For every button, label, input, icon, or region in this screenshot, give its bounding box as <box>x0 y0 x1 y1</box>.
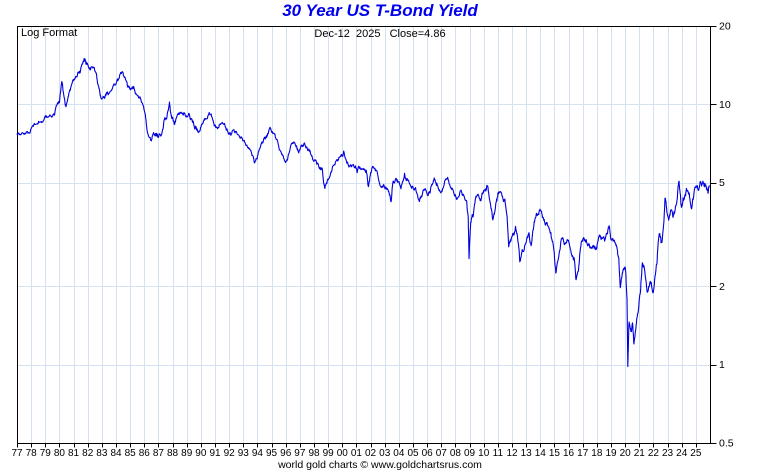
x-axis-tick-label: 16 <box>563 448 575 459</box>
x-axis-tick-label: 15 <box>549 448 561 459</box>
x-axis-tick-label: 83 <box>96 448 108 459</box>
x-axis-tick-label: 04 <box>393 448 405 459</box>
x-axis-tick-label: 01 <box>351 448 363 459</box>
x-axis-tick-label: 20 <box>620 448 632 459</box>
x-axis-tick-label: 99 <box>323 448 335 459</box>
y-axis-tick-label: 10 <box>719 99 731 111</box>
x-axis-tick-label: 80 <box>54 448 66 459</box>
x-axis-tick-label: 79 <box>40 448 52 459</box>
x-axis-tick-label: 84 <box>110 448 122 459</box>
y-axis-tick-label: 5 <box>719 177 725 189</box>
x-axis-tick-label: 23 <box>662 448 674 459</box>
yield-line <box>16 57 710 368</box>
last-close-label: Dec-12 2025 Close=4.86 <box>314 28 446 40</box>
x-axis-tick-label: 00 <box>337 448 349 459</box>
x-axis-tick-label: 07 <box>436 448 448 459</box>
x-axis-tick-label: 14 <box>535 448 547 459</box>
x-axis-tick-label: 86 <box>139 448 151 459</box>
x-axis-tick-label: 12 <box>506 448 518 459</box>
x-axis-tick-label: 13 <box>521 448 533 459</box>
x-axis-tick-label: 06 <box>422 448 434 459</box>
x-axis-tick-label: 02 <box>365 448 377 459</box>
x-axis-tick-label: 08 <box>450 448 462 459</box>
x-axis-tick-label: 87 <box>153 448 165 459</box>
x-axis-tick-label: 78 <box>26 448 38 459</box>
x-axis-tick-label: 98 <box>308 448 320 459</box>
x-axis-tick-label: 93 <box>238 448 250 459</box>
x-axis-tick-label: 17 <box>577 448 589 459</box>
x-axis-tick-label: 92 <box>224 448 236 459</box>
y-axis-tick-label: 2 <box>719 281 725 293</box>
x-axis-tick-label: 95 <box>266 448 278 459</box>
x-axis-tick-label: 18 <box>591 448 603 459</box>
scale-format-label: Log Format <box>21 27 78 39</box>
x-axis-tick-label: 96 <box>280 448 292 459</box>
x-axis-tick-label: 81 <box>68 448 80 459</box>
footer-credit: world gold charts © www.goldchartsrus.co… <box>278 459 482 471</box>
plot-border <box>17 26 711 444</box>
y-axis-tick-label: 1 <box>719 359 725 371</box>
x-axis-tick-label: 21 <box>634 448 646 459</box>
x-axis-tick-label: 90 <box>195 448 207 459</box>
x-axis-tick-label: 09 <box>464 448 476 459</box>
x-axis-tick-label: 24 <box>676 448 688 459</box>
x-axis-tick-label: 25 <box>690 448 702 459</box>
x-axis-tick-label: 22 <box>648 448 660 459</box>
x-axis-tick-label: 77 <box>11 448 23 459</box>
x-axis-tick-label: 19 <box>605 448 617 459</box>
y-axis-tick-label: 0.5 <box>719 438 734 450</box>
x-axis-tick-label: 89 <box>181 448 193 459</box>
chart-title: 30 Year US T-Bond Yield <box>282 1 478 20</box>
x-axis-tick-label: 03 <box>379 448 391 459</box>
x-axis-tick-label: 94 <box>252 448 264 459</box>
x-axis-tick-label: 85 <box>125 448 137 459</box>
x-axis-tick-label: 11 <box>493 448 504 459</box>
x-axis-tick-label: 91 <box>209 448 221 459</box>
x-axis-tick-label: 82 <box>82 448 94 459</box>
x-axis-tick-label: 97 <box>294 448 306 459</box>
y-axis-tick-label: 20 <box>719 21 731 33</box>
x-axis-tick-label: 88 <box>167 448 179 459</box>
x-axis-tick-label: 10 <box>478 448 490 459</box>
x-axis-tick-label: 05 <box>407 448 419 459</box>
